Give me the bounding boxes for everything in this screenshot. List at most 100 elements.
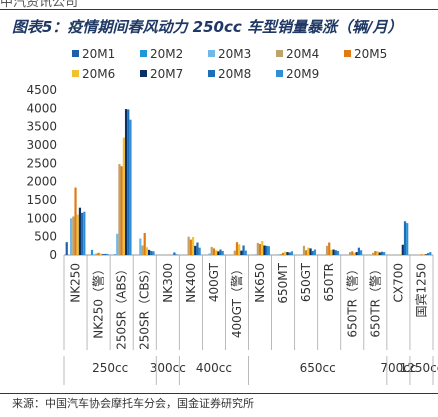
bar <box>279 253 282 255</box>
legend-swatch <box>208 50 215 57</box>
legend-label: 20M1 <box>82 47 115 61</box>
bar <box>120 166 123 255</box>
x-tick-label: NK300 <box>161 263 175 303</box>
bar <box>217 251 220 255</box>
legend-label: 20M9 <box>286 67 319 81</box>
bar <box>187 236 190 255</box>
bar <box>93 254 96 255</box>
bar <box>429 252 432 255</box>
bar <box>95 253 98 255</box>
bar <box>173 252 176 255</box>
y-tick-label: 1500 <box>26 193 57 207</box>
bar <box>313 249 317 255</box>
y-tick-label: 2000 <box>26 175 57 189</box>
group-label: 1250cc <box>400 361 438 375</box>
bar <box>406 223 409 255</box>
legend-swatch <box>140 50 147 57</box>
bar <box>351 251 354 255</box>
bar <box>332 249 335 255</box>
bar <box>256 242 259 255</box>
bar <box>378 252 381 255</box>
bar <box>83 211 86 255</box>
bar <box>238 244 241 255</box>
bar <box>129 119 132 255</box>
legend-label: 20M3 <box>218 47 251 61</box>
y-tick-label: 0 <box>49 248 57 262</box>
group-label: 300cc <box>150 361 186 375</box>
x-tick-label: 250SR（ABS） <box>115 263 129 350</box>
bar <box>104 253 107 255</box>
bar <box>357 247 360 255</box>
bar <box>372 252 375 255</box>
bar <box>305 250 308 255</box>
legend-swatch <box>276 50 283 57</box>
bar <box>277 254 280 255</box>
bar <box>284 251 287 255</box>
bar <box>189 239 192 255</box>
bar <box>286 252 289 255</box>
bar <box>244 250 247 255</box>
bar <box>376 251 379 255</box>
bar <box>113 254 117 255</box>
bar <box>281 252 285 255</box>
bar <box>254 254 257 255</box>
bar <box>198 247 201 255</box>
bar <box>76 214 79 255</box>
bar <box>101 254 105 255</box>
bar <box>240 250 243 255</box>
bar <box>74 187 77 255</box>
bar <box>65 242 68 255</box>
bar <box>399 254 402 255</box>
legend-swatch <box>208 70 215 77</box>
bar <box>403 221 407 255</box>
bar <box>353 252 356 255</box>
legend-label: 20M5 <box>354 47 387 61</box>
bar <box>330 249 333 255</box>
bar <box>348 252 352 255</box>
group-label: 250cc <box>92 361 128 375</box>
bar <box>70 218 73 255</box>
x-tick-label: NK250（警） <box>91 263 106 339</box>
bar <box>374 250 377 255</box>
legend-swatch <box>276 70 283 77</box>
bar <box>288 252 291 255</box>
bar <box>212 248 216 255</box>
bar <box>175 254 178 255</box>
y-tick-label: 4500 <box>26 83 57 97</box>
bar <box>118 164 121 255</box>
legend-label: 20M7 <box>150 67 183 81</box>
bar <box>194 245 197 255</box>
bar <box>426 253 430 255</box>
bar <box>219 249 222 255</box>
bar <box>290 251 293 255</box>
bar <box>196 242 199 255</box>
bar <box>383 252 386 255</box>
bar <box>401 244 404 255</box>
bar <box>422 254 425 255</box>
x-tick-label: 250SR（CBS） <box>138 263 152 350</box>
bar <box>359 250 363 255</box>
bar <box>355 252 358 255</box>
x-tick-label: NK400 <box>184 263 198 303</box>
y-tick-label: 500 <box>34 230 57 244</box>
x-tick-label: 650MT <box>276 262 290 303</box>
bar <box>233 250 236 255</box>
bar <box>215 250 218 255</box>
legend-label: 20M2 <box>150 47 183 61</box>
bar <box>328 242 331 255</box>
chart-title: 图表5：疫情期间春风动力 250cc 车型销量暴涨（辆/月） <box>12 18 403 36</box>
footer-rule <box>0 393 438 394</box>
x-tick-label: 650TR（警） <box>344 263 359 338</box>
group-label: 650cc <box>300 361 336 375</box>
x-tick-label: 400GT <box>207 262 221 302</box>
bar <box>148 249 151 255</box>
group-label: 400cc <box>196 361 232 375</box>
bar <box>127 109 130 255</box>
bar <box>122 137 125 255</box>
legend-swatch <box>344 50 351 57</box>
x-tick-label: 650TR <box>322 263 336 302</box>
bar <box>210 246 213 255</box>
bar <box>325 245 329 255</box>
bar <box>72 216 75 255</box>
bar <box>380 251 384 255</box>
